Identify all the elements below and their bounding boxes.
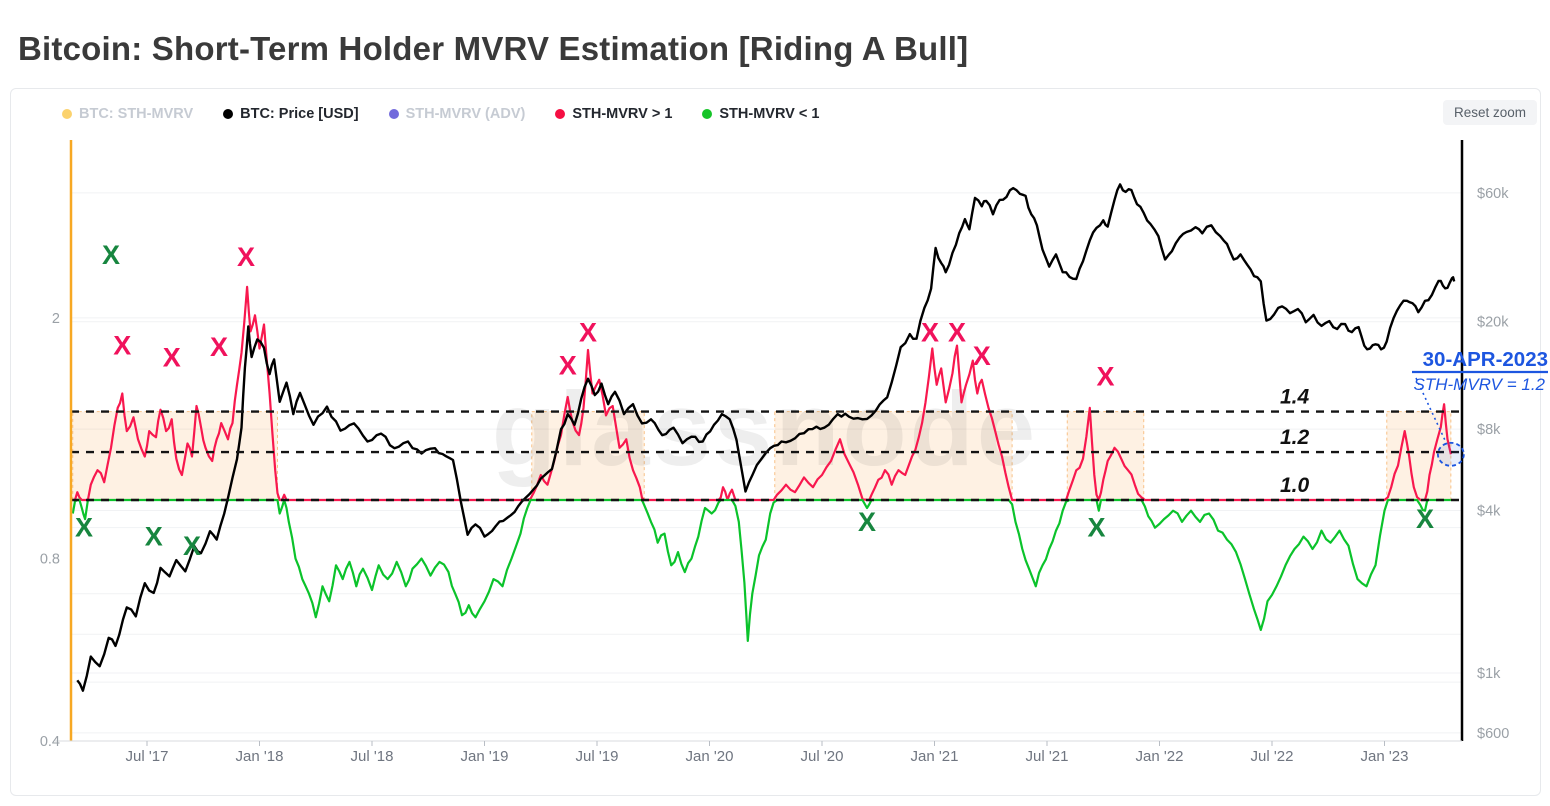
- x-axis-label: Jan '23: [1361, 748, 1409, 765]
- plot-area[interactable]: [71, 140, 1462, 741]
- annotation-date-label: 30-APR-2023: [1423, 348, 1548, 371]
- x-axis-label: Jan '20: [686, 748, 734, 765]
- threshold-label-1.4: 1.4: [1280, 386, 1310, 409]
- right-axis-tick-label: $60k: [1477, 186, 1509, 202]
- legend-item-label: STH-MVRV < 1: [719, 106, 820, 122]
- peak-x-marker: X: [163, 343, 181, 373]
- btc-price-line: [76, 183, 1456, 692]
- legend-item-label: STH-MVRV (ADV): [405, 106, 526, 122]
- peak-x-marker: X: [973, 341, 991, 371]
- x-axis-label: Jul '20: [801, 748, 844, 765]
- left-axis-tick-label: 2: [52, 311, 60, 327]
- annotation-highlight-circle: [1436, 441, 1465, 467]
- legend-item-sth-mvrv-adv-[interactable]: STH-MVRV (ADV): [388, 106, 526, 122]
- bottom-x-marker: X: [183, 531, 201, 561]
- peak-x-marker: X: [579, 318, 597, 348]
- bottom-x-marker: X: [145, 522, 163, 552]
- peak-x-marker: X: [210, 332, 228, 362]
- right-axis-tick-label: $1k: [1477, 666, 1501, 682]
- legend-dot-icon: [223, 109, 234, 119]
- peak-x-marker: X: [559, 350, 577, 380]
- legend-item-label: BTC: Price [USD]: [240, 106, 359, 122]
- threshold-label-1.0: 1.0: [1280, 474, 1310, 497]
- glassnode-watermark: glassnode: [492, 371, 1038, 488]
- page-title: Bitcoin: Short-Term Holder MVRV Estimati…: [18, 30, 969, 68]
- legend-dot-icon: [702, 109, 713, 119]
- bull-zone-region: [1066, 411, 1145, 501]
- x-axis-label: Jul '21: [1026, 748, 1069, 765]
- legend-item-btc-sth-mvrv[interactable]: BTC: STH-MVRV: [62, 106, 193, 122]
- x-axis-label: Jul '17: [126, 748, 169, 765]
- right-axis-tick-label: $600: [1477, 726, 1509, 742]
- right-axis-tick-label: $20k: [1477, 315, 1509, 331]
- legend-item-btc-price-usd-[interactable]: BTC: Price [USD]: [223, 106, 359, 122]
- legend-item-sth-mvrv-1[interactable]: STH-MVRV > 1: [555, 106, 672, 122]
- left-axis-tick-label: 0.4: [40, 734, 60, 750]
- x-axis-label: Jan '18: [236, 748, 284, 765]
- peak-x-marker: X: [948, 318, 966, 348]
- peak-x-marker: X: [1096, 362, 1114, 392]
- left-axis-tick-label: 0.8: [40, 552, 60, 568]
- legend-dot-icon: [555, 109, 566, 119]
- legend-dot-icon: [388, 109, 399, 119]
- x-axis-label: Jan '21: [911, 748, 959, 765]
- legend-item-sth-mvrv-1[interactable]: STH-MVRV < 1: [702, 106, 819, 122]
- right-axis-tick-label: $8k: [1477, 422, 1501, 438]
- bottom-x-marker: X: [1087, 513, 1105, 543]
- x-axis-label: Jul '22: [1251, 748, 1294, 765]
- x-axis-label: Jul '18: [351, 748, 394, 765]
- annotation-value-label: STH-MVRV = 1.2: [1414, 375, 1546, 394]
- peak-x-marker: X: [921, 318, 939, 348]
- bottom-x-marker: X: [1416, 504, 1434, 534]
- right-axis-tick-label: $4k: [1477, 503, 1501, 519]
- peak-x-marker: X: [113, 331, 131, 361]
- legend-item-label: BTC: STH-MVRV: [79, 106, 194, 122]
- legend-item-label: STH-MVRV > 1: [572, 106, 673, 122]
- x-axis-label: Jul '19: [576, 748, 619, 765]
- bottom-x-marker: X: [75, 513, 93, 543]
- reset-zoom-button[interactable]: Reset zoom: [1443, 100, 1538, 125]
- threshold-label-1.2: 1.2: [1280, 426, 1310, 449]
- x-axis-label: Jan '22: [1136, 748, 1184, 765]
- legend-dot-icon: [62, 109, 72, 119]
- chart-legend: BTC: STH-MVRV BTC: Price [USD] STH-MVRV (A…: [62, 106, 819, 122]
- bull-zone-region: [531, 411, 645, 501]
- bottom-x-marker: X: [102, 240, 120, 270]
- bottom-x-marker: X: [858, 507, 876, 537]
- x-axis-label: Jan '19: [461, 748, 509, 765]
- peak-x-marker: X: [237, 242, 255, 272]
- annotation-connector-line: [1415, 377, 1448, 445]
